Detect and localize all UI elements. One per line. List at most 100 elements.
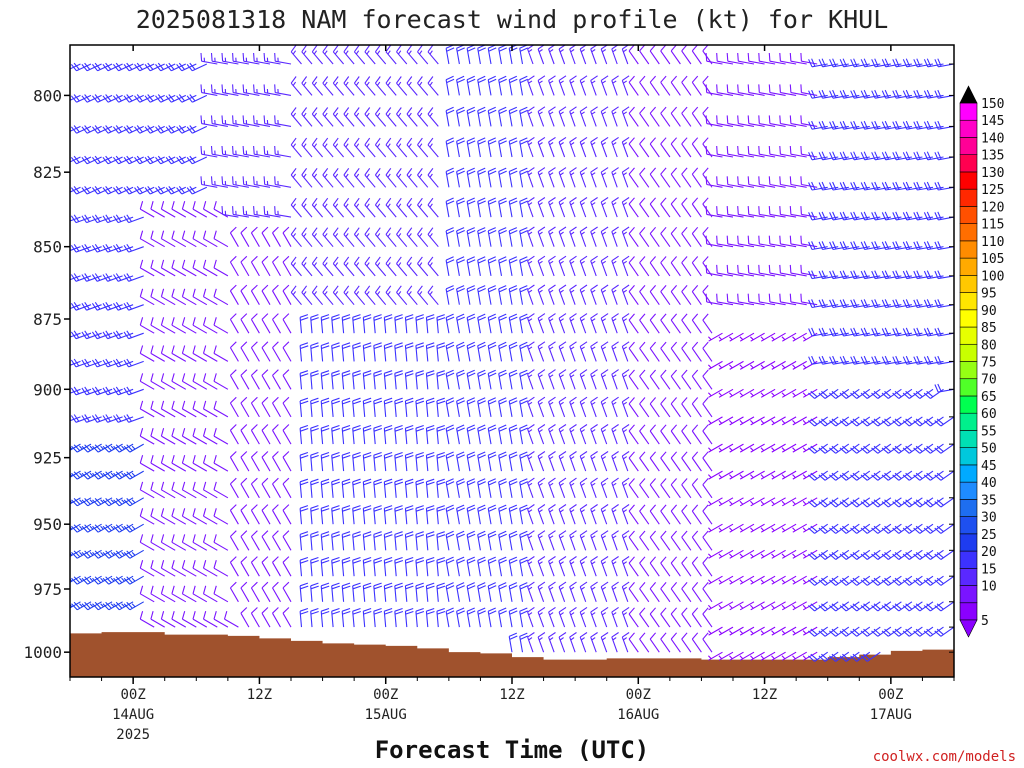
wind-barb: [660, 45, 671, 65]
wind-barb: [456, 106, 465, 127]
wind-barb: [818, 388, 839, 399]
wind-barb: [739, 626, 755, 636]
wind-barb: [445, 256, 455, 276]
wind-barb: [394, 531, 404, 551]
wind-barb: [232, 84, 249, 96]
wind-barb: [527, 581, 535, 602]
wind-barb: [406, 107, 418, 127]
wind-barb: [374, 197, 387, 218]
wind-barb: [670, 556, 681, 577]
wind-barb: [708, 332, 723, 342]
wind-barb: [250, 341, 260, 362]
wind-barb: [466, 313, 476, 334]
wind-barb: [691, 45, 702, 65]
wind-barb: [202, 428, 218, 445]
wind-barb: [621, 75, 630, 96]
wind-barb: [670, 226, 681, 248]
wind-barb: [579, 451, 588, 472]
wind-barb: [229, 504, 239, 525]
wind-barb: [290, 137, 302, 158]
wind-barb: [150, 373, 165, 390]
wind-barb: [70, 214, 92, 224]
wind-barb: [466, 256, 476, 276]
wind-barb: [829, 575, 850, 586]
wind-barb: [808, 443, 829, 454]
wind-barb: [272, 477, 281, 499]
wind-barb: [760, 332, 776, 342]
wind-barb: [332, 76, 345, 96]
wind-barb: [113, 386, 134, 396]
wind-barb: [353, 167, 366, 188]
wind-barb: [628, 504, 639, 525]
wind-barb: [871, 443, 892, 454]
wind-barb: [579, 396, 588, 418]
wind-barb: [839, 443, 860, 454]
wind-barb: [253, 206, 271, 218]
wind-barb: [202, 345, 218, 362]
wind-barb: [781, 601, 797, 611]
wind-barb: [466, 556, 476, 577]
wind-barb: [726, 115, 744, 127]
wind-barb: [691, 285, 702, 306]
wind-barb: [202, 317, 218, 334]
wind-barb: [537, 606, 546, 628]
wind-barb: [213, 317, 229, 334]
wind-barb: [934, 626, 954, 637]
wind-barb: [758, 84, 776, 96]
wind-barb: [600, 606, 609, 628]
wind-barb: [527, 606, 535, 628]
wind-barb: [649, 556, 660, 577]
wind-barb: [487, 313, 497, 334]
wind-barb: [374, 107, 387, 127]
wind-barb: [477, 285, 486, 305]
wind-barb: [639, 341, 650, 362]
wind-barb: [353, 285, 366, 306]
wind-barb: [681, 313, 692, 334]
colorbar-swatch: [959, 516, 978, 535]
wind-barb: [508, 451, 518, 472]
wind-barb: [477, 607, 486, 628]
wind-barb: [498, 227, 507, 247]
wind-barb: [708, 549, 723, 559]
wind-barb: [681, 582, 692, 603]
wind-barb: [70, 471, 71, 472]
wind-barb: [373, 531, 383, 551]
wind-barb: [718, 443, 734, 453]
wind-barb: [477, 451, 486, 472]
wind-barb: [670, 313, 681, 334]
wind-barb: [818, 626, 839, 637]
wind-barb: [702, 582, 713, 603]
wind-barb: [272, 556, 281, 577]
wind-barb: [415, 451, 425, 472]
wind-barb: [660, 106, 671, 127]
wind-barb: [250, 530, 260, 551]
wind-barb: [487, 167, 497, 188]
wind-barb: [466, 75, 476, 96]
wind-barb: [621, 313, 630, 334]
wind-barb: [301, 197, 313, 218]
wind-barb: [892, 626, 913, 637]
wind-barb: [362, 370, 372, 390]
wind-barb: [660, 451, 671, 472]
colorbar-label: 5: [981, 614, 989, 629]
wind-barb: [621, 581, 630, 602]
wind-barb: [726, 52, 744, 65]
wind-barb: [892, 575, 913, 586]
wind-barb: [91, 330, 113, 340]
wind-barb: [445, 285, 455, 305]
colorbar-swatch: [959, 257, 978, 276]
wind-barb: [282, 424, 292, 445]
wind-barb: [902, 549, 923, 560]
wind-barb: [691, 397, 702, 418]
wind-barb: [660, 397, 671, 418]
wind-barb: [263, 84, 281, 96]
wind-barb: [477, 227, 486, 247]
wind-barb: [729, 388, 744, 398]
wind-barb: [322, 167, 334, 188]
wind-barb: [621, 424, 630, 445]
wind-barb: [802, 601, 818, 611]
wind-barb: [250, 451, 260, 472]
wind-barb: [466, 167, 476, 188]
wind-barb: [569, 530, 577, 551]
wind-barb: [881, 416, 902, 427]
